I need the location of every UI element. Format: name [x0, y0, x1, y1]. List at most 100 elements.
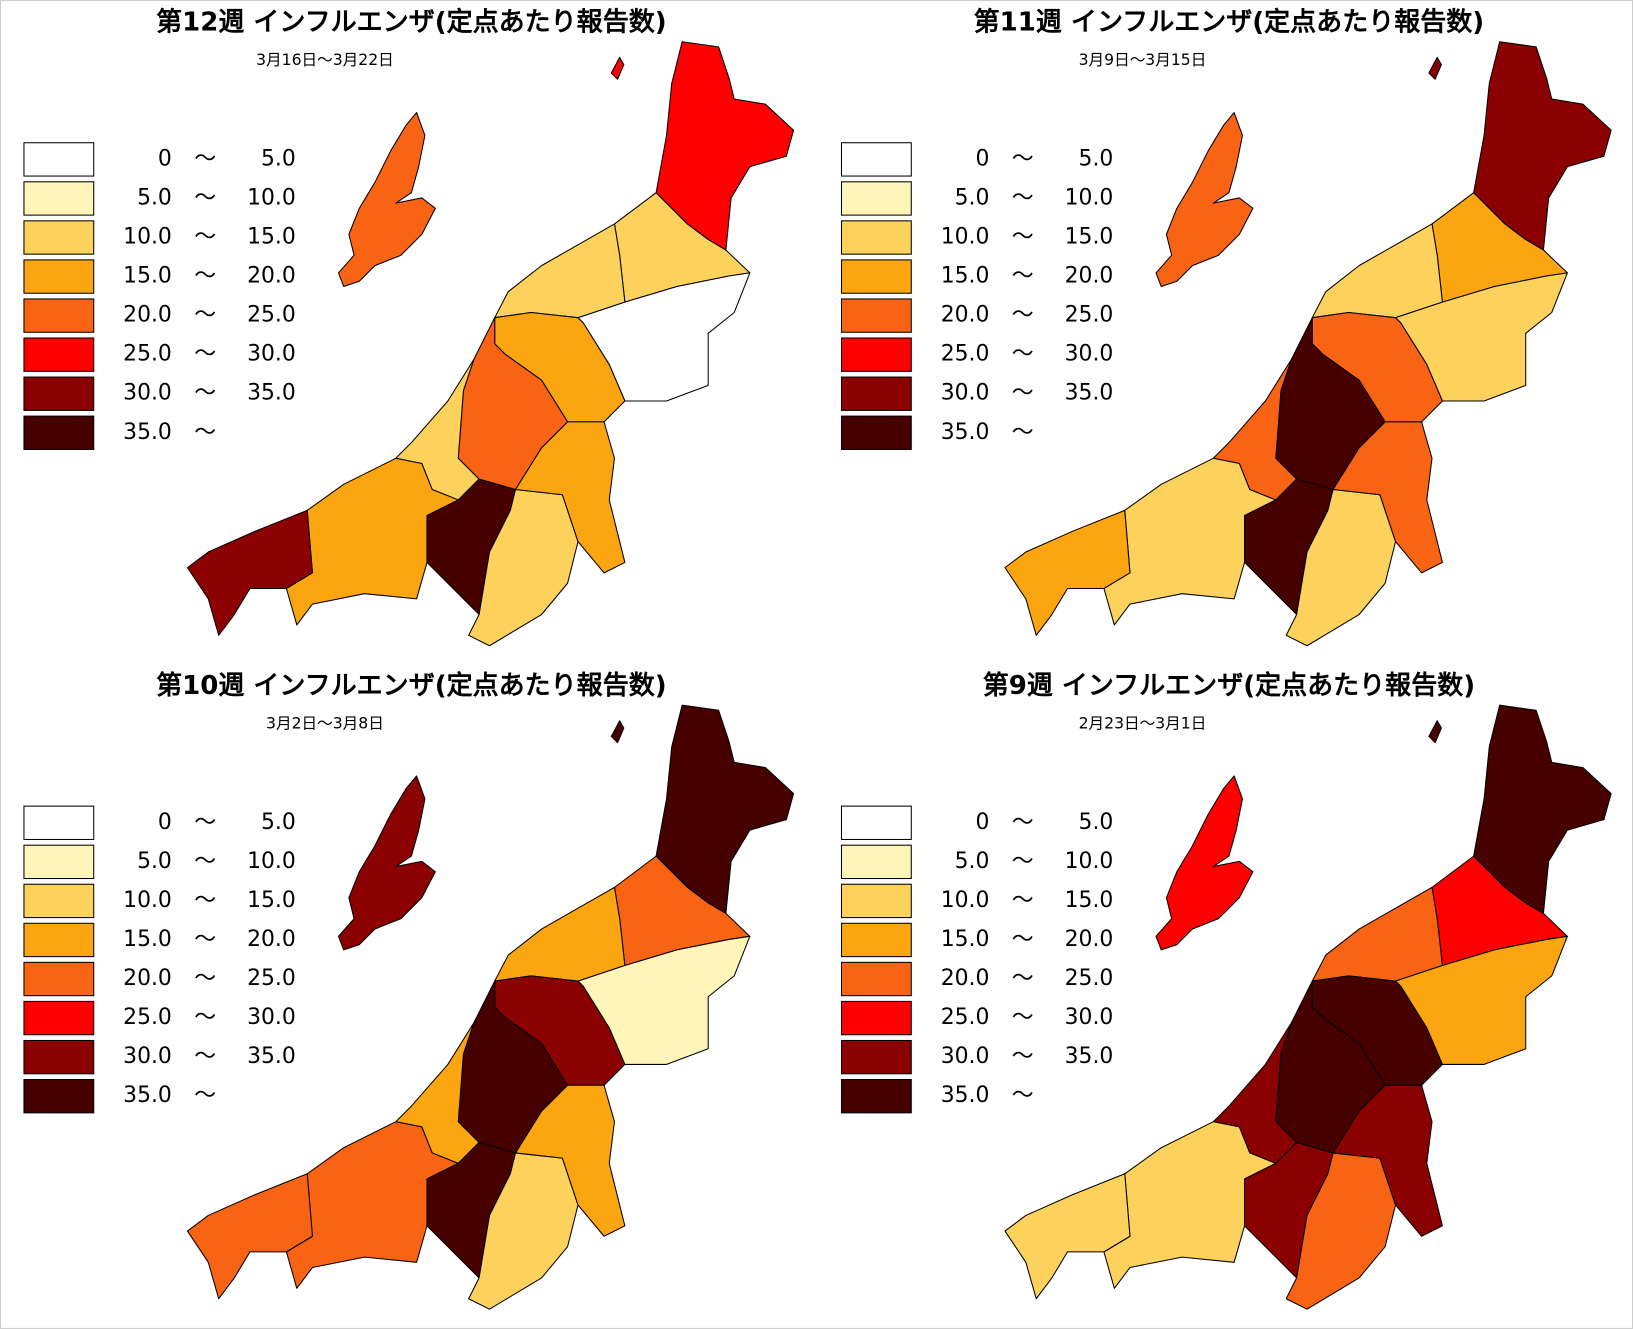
- legend-separator: 〜: [194, 1005, 216, 1030]
- region: [1473, 704, 1612, 914]
- legend-from: 15.0: [941, 264, 990, 289]
- legend-swatch: [23, 142, 95, 177]
- region: [1155, 112, 1254, 287]
- legend-separator: 〜: [194, 342, 216, 367]
- legend-swatch: [23, 844, 95, 880]
- legend-from: 35.0: [941, 1083, 990, 1108]
- legend-from: 25.0: [123, 1005, 172, 1030]
- legend-to: 10.0: [247, 849, 296, 874]
- legend-to: 20.0: [1065, 927, 1114, 952]
- legend-separator: 〜: [1012, 1005, 1034, 1030]
- panel-subtitle: 2月23日～3月1日: [1079, 714, 1207, 732]
- legend-from: 10.0: [941, 888, 990, 913]
- panel: 第9週 インフルエンザ(定点あたり報告数) 2月23日～3月1日 0 〜 5.0 5.0 〜…: [840, 670, 1612, 1310]
- legend-separator: 〜: [194, 303, 216, 328]
- legend-swatch: [23, 376, 95, 411]
- legend-swatch: [840, 1000, 912, 1036]
- legend-swatch: [840, 415, 912, 450]
- legend-separator: 〜: [1012, 1083, 1034, 1108]
- legend-to: 5.0: [1079, 810, 1114, 835]
- legend-swatch: [23, 415, 95, 450]
- legend-from: 20.0: [941, 966, 990, 991]
- legend-from: 10.0: [941, 225, 990, 250]
- legend-separator: 〜: [1012, 264, 1034, 289]
- legend-swatch: [840, 220, 912, 255]
- legend-to: 10.0: [247, 185, 296, 210]
- region: [655, 41, 795, 251]
- region: [186, 509, 313, 636]
- legend-swatch: [23, 961, 95, 997]
- legend-swatch: [840, 961, 912, 997]
- region: [610, 720, 625, 744]
- legend-to: 30.0: [1065, 1005, 1114, 1030]
- legend-from: 5.0: [955, 185, 990, 210]
- legend-from: 15.0: [123, 264, 172, 289]
- legend-from: 5.0: [137, 185, 172, 210]
- region: [1428, 720, 1442, 744]
- legend-from: 10.0: [123, 888, 172, 913]
- legend-to: 15.0: [1065, 888, 1114, 913]
- legend-swatch: [840, 337, 912, 372]
- legend-to: 15.0: [247, 888, 296, 913]
- legend-separator: 〜: [1012, 381, 1034, 406]
- legend-swatch: [840, 181, 912, 216]
- panel-subtitle: 3月9日～3月15日: [1079, 51, 1207, 69]
- legend-to: 25.0: [247, 966, 296, 991]
- legend-separator: 〜: [194, 381, 216, 406]
- panel-title: 第10週 インフルエンザ(定点あたり報告数): [156, 670, 667, 701]
- legend-from: 0: [158, 810, 172, 835]
- legend-from: 35.0: [941, 420, 990, 445]
- legend-swatch: [23, 883, 95, 919]
- legend-swatch: [840, 922, 912, 958]
- legend-separator: 〜: [194, 1044, 216, 1069]
- legend-separator: 〜: [1012, 342, 1034, 367]
- legend-separator: 〜: [194, 927, 216, 952]
- legend-swatch: [840, 1039, 912, 1075]
- legend-separator: 〜: [194, 849, 216, 874]
- legend-separator: 〜: [1012, 888, 1034, 913]
- legend-to: 15.0: [1065, 225, 1114, 250]
- legend-swatch: [23, 922, 95, 958]
- legend-separator: 〜: [194, 420, 216, 445]
- legend-from: 5.0: [137, 849, 172, 874]
- legend-to: 10.0: [1065, 849, 1114, 874]
- panel-subtitle: 3月2日～3月8日: [266, 714, 384, 732]
- legend-separator: 〜: [194, 966, 216, 991]
- legend-swatch: [840, 298, 912, 333]
- legend-swatch: [23, 181, 95, 216]
- region: [1473, 41, 1612, 251]
- legend-to: 30.0: [1065, 342, 1114, 367]
- legend-separator: 〜: [1012, 146, 1034, 171]
- legend-separator: 〜: [194, 225, 216, 250]
- legend-swatch: [840, 883, 912, 919]
- legend-to: 10.0: [1065, 185, 1114, 210]
- legend-separator: 〜: [194, 146, 216, 171]
- legend-from: 10.0: [123, 225, 172, 250]
- region: [1004, 509, 1131, 636]
- legend-swatch: [840, 376, 912, 411]
- region: [1428, 56, 1442, 80]
- legend-swatch: [23, 259, 95, 294]
- region: [1004, 1173, 1131, 1300]
- legend-from: 35.0: [123, 420, 172, 445]
- legend-from: 0: [975, 146, 989, 171]
- region: [514, 1084, 626, 1237]
- panel-subtitle: 3月16日～3月22日: [256, 51, 394, 69]
- legend-from: 25.0: [123, 342, 172, 367]
- legend-to: 35.0: [1065, 381, 1114, 406]
- legend-from: 30.0: [941, 1044, 990, 1069]
- legend-to: 5.0: [261, 810, 296, 835]
- legend-separator: 〜: [1012, 966, 1034, 991]
- legend-swatch: [23, 298, 95, 333]
- legend-from: 15.0: [941, 927, 990, 952]
- panel-title: 第11週 インフルエンザ(定点あたり報告数): [974, 6, 1485, 37]
- region: [610, 56, 625, 80]
- legend-from: 0: [158, 146, 172, 171]
- legend-from: 25.0: [941, 1005, 990, 1030]
- legend-swatch: [23, 220, 95, 255]
- legend-from: 30.0: [123, 1044, 172, 1069]
- legend-to: 20.0: [247, 927, 296, 952]
- region: [514, 421, 626, 574]
- legend-to: 35.0: [247, 1044, 296, 1069]
